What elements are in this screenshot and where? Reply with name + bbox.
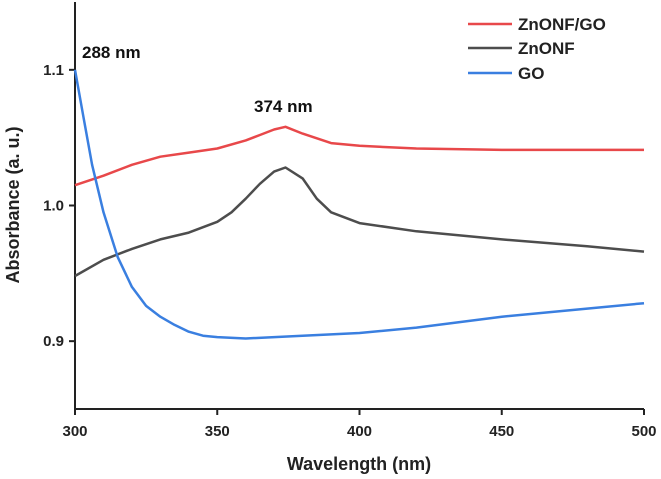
y-axis-title: Absorbance (a. u.) [3, 126, 23, 283]
series-line-znonf [74, 166, 645, 278]
x-tick-label: 300 [62, 423, 87, 440]
y-tick-label: 1.1 [43, 62, 64, 79]
legend-label-znonf-go: ZnONF/GO [518, 15, 606, 34]
x-tick-label: 400 [347, 423, 372, 440]
x-ticks: 300 350 400 450 500 [62, 409, 657, 440]
annotation-288nm: 288 nm [82, 43, 141, 62]
series-line-go [73, 69, 645, 340]
x-tick-label: 350 [205, 423, 230, 440]
y-ticks: 0.9 1.0 1.1 [43, 62, 75, 350]
x-tick-label: 450 [489, 423, 514, 440]
x-axis-title: Wavelength (nm) [287, 454, 431, 474]
x-tick-label: 500 [631, 423, 656, 440]
y-tick-label: 0.9 [43, 333, 64, 350]
annotation-374nm: 374 nm [254, 97, 313, 116]
legend-label-znonf: ZnONF [518, 39, 575, 58]
series-lines [73, 69, 645, 340]
series-line-znonf-go [74, 125, 644, 187]
legend-label-go: GO [518, 64, 544, 83]
y-tick-label: 1.0 [43, 198, 64, 215]
legend: ZnONF/GO ZnONF GO [468, 15, 606, 83]
